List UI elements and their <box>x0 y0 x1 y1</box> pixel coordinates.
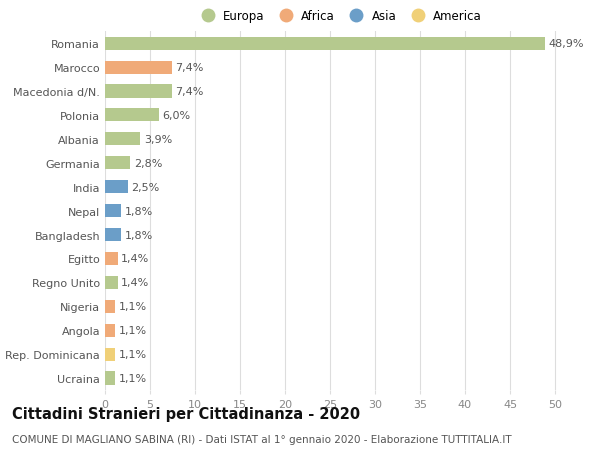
Bar <box>105 205 121 218</box>
Bar <box>105 181 128 194</box>
Text: 1,1%: 1,1% <box>119 373 146 383</box>
Text: 2,5%: 2,5% <box>131 182 160 192</box>
Text: 1,4%: 1,4% <box>121 254 149 264</box>
Bar <box>105 276 118 289</box>
Text: 1,4%: 1,4% <box>121 278 149 288</box>
Text: COMUNE DI MAGLIANO SABINA (RI) - Dati ISTAT al 1° gennaio 2020 - Elaborazione TU: COMUNE DI MAGLIANO SABINA (RI) - Dati IS… <box>12 434 512 444</box>
Text: 1,8%: 1,8% <box>125 206 153 216</box>
Bar <box>105 85 172 98</box>
Text: 2,8%: 2,8% <box>134 158 162 168</box>
Text: 7,4%: 7,4% <box>175 87 203 97</box>
Text: 1,8%: 1,8% <box>125 230 153 240</box>
Bar <box>105 324 115 337</box>
Text: 3,9%: 3,9% <box>144 134 172 145</box>
Bar <box>105 133 140 146</box>
Bar <box>105 62 172 74</box>
Legend: Europa, Africa, Asia, America: Europa, Africa, Asia, America <box>196 10 482 22</box>
Text: 7,4%: 7,4% <box>175 63 203 73</box>
Bar <box>105 229 121 241</box>
Text: 1,1%: 1,1% <box>119 325 146 336</box>
Bar <box>105 38 545 50</box>
Bar <box>105 372 115 385</box>
Text: 1,1%: 1,1% <box>119 349 146 359</box>
Bar <box>105 252 118 265</box>
Bar <box>105 300 115 313</box>
Text: Cittadini Stranieri per Cittadinanza - 2020: Cittadini Stranieri per Cittadinanza - 2… <box>12 406 360 421</box>
Bar <box>105 157 130 170</box>
Bar <box>105 348 115 361</box>
Text: 48,9%: 48,9% <box>549 39 584 49</box>
Text: 1,1%: 1,1% <box>119 302 146 312</box>
Text: 6,0%: 6,0% <box>163 111 191 121</box>
Bar <box>105 109 159 122</box>
